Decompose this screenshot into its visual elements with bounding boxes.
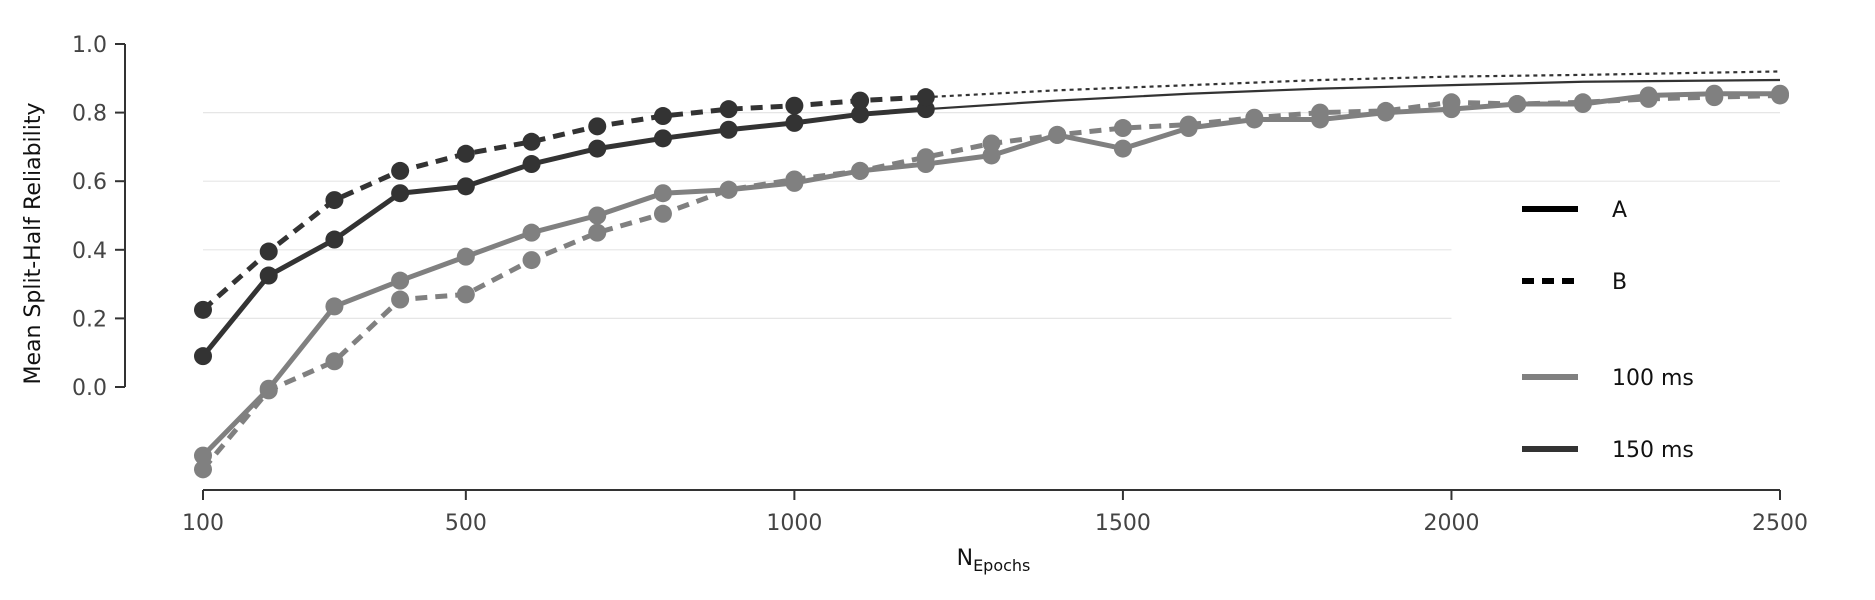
data-point-0-5 [522,155,541,174]
x-axis-title-subscript: Epochs [973,556,1030,575]
data-point-2-7 [653,184,672,203]
data-point-3-6 [588,223,607,242]
y-tick-label-5: 1.0 [72,33,107,58]
series-line-0 [201,106,926,358]
data-point-0-6 [588,139,607,158]
data-point-3-11 [916,148,935,167]
x-tick-label-3: 1500 [1095,511,1151,536]
data-point-0-8 [719,120,738,139]
fit-line-1 [925,70,1781,99]
data-point-2-6 [588,206,607,225]
y-tick-label-1: 0.2 [72,307,107,332]
data-point-1-3 [391,161,410,180]
data-point-3-18 [1376,101,1395,120]
data-point-3-15 [1179,115,1198,134]
x-tick-label-0: 100 [182,511,224,536]
data-point-3-12 [982,134,1001,153]
legend: A B 100 ms 150 ms [1522,198,1694,463]
x-axis-title-main: N [957,546,973,571]
data-point-1-4 [456,144,475,163]
y-axis-title: Mean Split-Half Reliability [21,102,46,384]
legend-label-1: B [1612,270,1627,295]
x-tick-label-4: 2000 [1423,511,1479,536]
data-point-3-20 [1508,95,1527,114]
data-point-0-3 [391,184,410,203]
data-point-3-10 [851,161,870,180]
data-point-3-4 [456,285,475,304]
y-ticks: 0.0 0.2 0.4 0.6 0.8 1.0 [72,33,125,401]
x-tick-label-1: 500 [445,511,487,536]
x-tick-label-5: 2500 [1752,511,1808,536]
series-b-100ms [194,86,1789,479]
data-point-1-10 [851,91,870,110]
series-a-150ms [194,78,1781,366]
data-point-0-0 [194,347,212,366]
data-point-3-13 [1048,125,1067,144]
data-point-2-4 [456,247,475,266]
data-point-1-1 [259,242,278,261]
data-point-0-2 [325,230,344,249]
series-line-1 [201,94,926,312]
data-point-0-1 [259,266,278,285]
series-group [194,70,1789,479]
data-point-3-14 [1113,119,1132,138]
data-point-0-7 [653,129,672,148]
data-point-0-10 [851,105,870,124]
data-point-0-4 [456,177,475,196]
series-b-150ms [194,70,1781,319]
data-point-1-8 [719,100,738,119]
x-ticks: 100 500 1000 1500 2000 2500 [182,490,1808,536]
data-point-1-11 [916,88,935,107]
data-point-3-9 [785,170,804,189]
data-point-3-22 [1639,89,1658,108]
data-point-3-17 [1311,103,1330,122]
data-point-2-2 [325,297,344,316]
data-point-3-23 [1705,88,1724,107]
fit-line-0 [925,78,1781,111]
y-tick-label-3: 0.6 [72,170,107,195]
data-point-3-7 [653,204,672,223]
data-point-3-24 [1771,86,1789,105]
data-point-3-5 [522,251,541,270]
y-tick-label-0: 0.0 [72,376,107,401]
data-point-1-7 [653,107,672,126]
data-point-3-1 [259,381,278,400]
data-point-1-2 [325,191,344,210]
data-point-0-9 [785,113,804,132]
data-point-3-16 [1245,108,1264,127]
data-point-3-19 [1442,93,1461,112]
data-point-3-0 [194,460,212,479]
axes: 0.0 0.2 0.4 0.6 0.8 1.0 100 500 1000 1500 2000 250… [21,33,1808,575]
legend-label-2: 100 ms [1612,366,1694,391]
data-point-2-14 [1113,139,1132,158]
data-point-2-5 [522,223,541,242]
data-point-1-6 [588,117,607,136]
x-tick-label-2: 1000 [766,511,822,536]
data-point-3-21 [1573,93,1592,112]
y-tick-label-2: 0.4 [72,239,107,264]
data-point-3-2 [325,352,344,371]
legend-label-3: 150 ms [1612,438,1694,463]
data-point-2-3 [391,271,410,290]
x-axis-title: NEpochs [957,546,1031,575]
y-tick-label-4: 0.8 [72,102,107,127]
data-point-3-3 [391,290,410,309]
data-point-1-9 [785,96,804,115]
data-point-1-5 [522,132,541,151]
data-point-3-8 [719,180,738,199]
data-point-1-0 [194,300,212,319]
legend-label-0: A [1612,198,1627,223]
